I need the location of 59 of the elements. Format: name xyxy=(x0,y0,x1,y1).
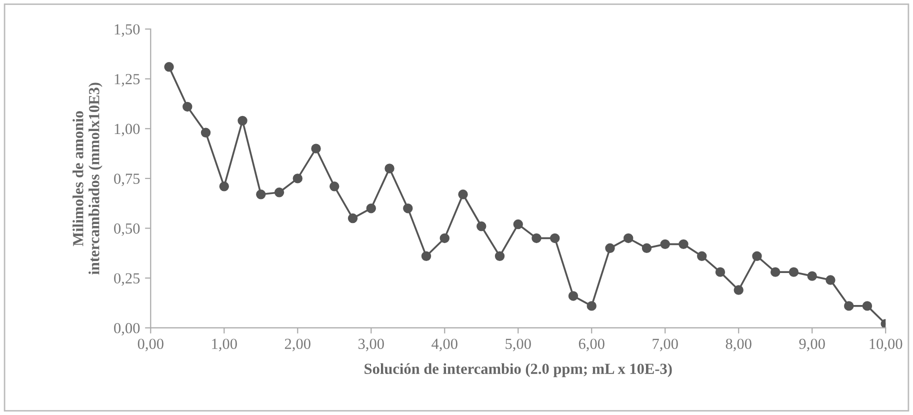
point xyxy=(348,213,358,224)
point xyxy=(238,116,248,126)
y-tick-label: 0,50 xyxy=(114,223,140,236)
point xyxy=(458,190,468,200)
point xyxy=(605,243,615,254)
point xyxy=(862,301,872,311)
x-tick-label: 4,00 xyxy=(432,338,458,352)
y-tick-label: 1,50 xyxy=(114,24,140,37)
point xyxy=(292,174,302,184)
point xyxy=(678,239,688,250)
x-tick-label: 0,00 xyxy=(138,338,164,352)
point xyxy=(532,233,542,244)
point xyxy=(182,102,192,112)
y-tick-label: 1,25 xyxy=(114,74,140,86)
point xyxy=(844,301,854,311)
point xyxy=(752,251,762,261)
y-tick-label: 0,25 xyxy=(114,273,140,286)
y-tick-label: 0,75 xyxy=(114,174,140,186)
point xyxy=(513,219,523,230)
point xyxy=(568,291,578,301)
y-tick-label: 1,00 xyxy=(114,124,140,136)
x-tick-label: 3,00 xyxy=(358,338,384,352)
point xyxy=(788,267,799,277)
point xyxy=(770,267,780,277)
x-axis-title: Solución de intercambio (2.0 ppm; mL x 10E-3) xyxy=(364,363,672,378)
point xyxy=(715,267,726,277)
point xyxy=(697,251,707,261)
point xyxy=(660,239,670,250)
y-tick-label: 0,00 xyxy=(114,322,140,336)
x-tick-label: 1,00 xyxy=(212,338,237,352)
point xyxy=(734,285,744,295)
point xyxy=(476,221,486,232)
point xyxy=(807,271,817,281)
y-axis-title: Milimoles de amonio intercambiados (mmolx10E3) xyxy=(72,82,102,275)
x-tick-label: 10,00 xyxy=(870,338,902,352)
point xyxy=(164,62,174,72)
point xyxy=(366,203,376,214)
point xyxy=(219,182,230,192)
x-tick-label: 7,00 xyxy=(652,338,678,352)
point xyxy=(550,233,560,244)
point xyxy=(624,233,634,244)
point xyxy=(311,144,321,154)
point xyxy=(330,182,340,192)
point xyxy=(403,203,413,214)
x-tick-label: 8,00 xyxy=(726,338,752,352)
x-tick-label: 2,00 xyxy=(284,338,310,352)
point xyxy=(642,243,652,254)
point xyxy=(440,233,450,244)
x-tick-label: 9,00 xyxy=(799,338,825,352)
x-tick-label: 5,00 xyxy=(506,338,531,352)
point xyxy=(586,301,596,311)
point xyxy=(494,251,505,261)
point xyxy=(256,190,266,200)
point xyxy=(274,188,284,198)
point xyxy=(421,251,432,261)
x-tick-label: 6,00 xyxy=(578,338,604,352)
point xyxy=(826,275,836,285)
point xyxy=(384,164,394,174)
point xyxy=(200,128,211,138)
